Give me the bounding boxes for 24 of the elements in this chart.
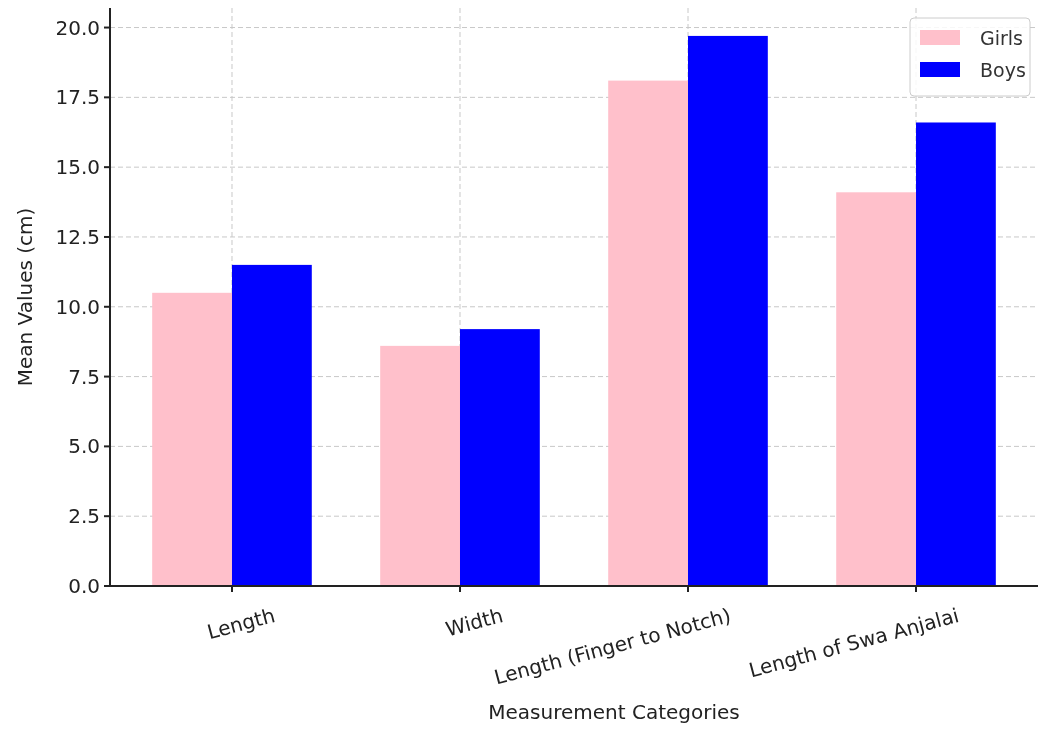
y-tick-label: 10.0 — [55, 294, 100, 319]
bar — [380, 345, 460, 586]
y-tick-label: 12.5 — [55, 224, 100, 249]
y-tick-label: 7.5 — [68, 364, 100, 389]
y-tick-label: 20.0 — [55, 15, 100, 40]
x-tick-label: Length — [204, 603, 278, 645]
x-tick-label: Length of Swa Anjalai — [746, 603, 962, 683]
bar — [152, 292, 232, 586]
bar — [836, 192, 917, 586]
bar — [460, 329, 540, 586]
y-tick-label: 17.5 — [55, 85, 100, 110]
legend-label: Girls — [980, 26, 1023, 49]
x-tick-label: Width — [443, 603, 506, 642]
bar — [916, 122, 996, 586]
y-tick-label: 15.0 — [55, 155, 100, 180]
y-tick-label: 2.5 — [68, 504, 100, 529]
bar — [688, 35, 768, 586]
y-tick-label: 5.0 — [68, 434, 100, 459]
legend-label: Boys — [980, 58, 1026, 81]
x-axis-title: Measurement Categories — [488, 700, 740, 724]
bar — [231, 264, 312, 586]
y-tick-label: 0.0 — [68, 574, 100, 598]
bar — [608, 80, 688, 586]
y-axis-title: Mean Values (cm) — [13, 207, 37, 387]
